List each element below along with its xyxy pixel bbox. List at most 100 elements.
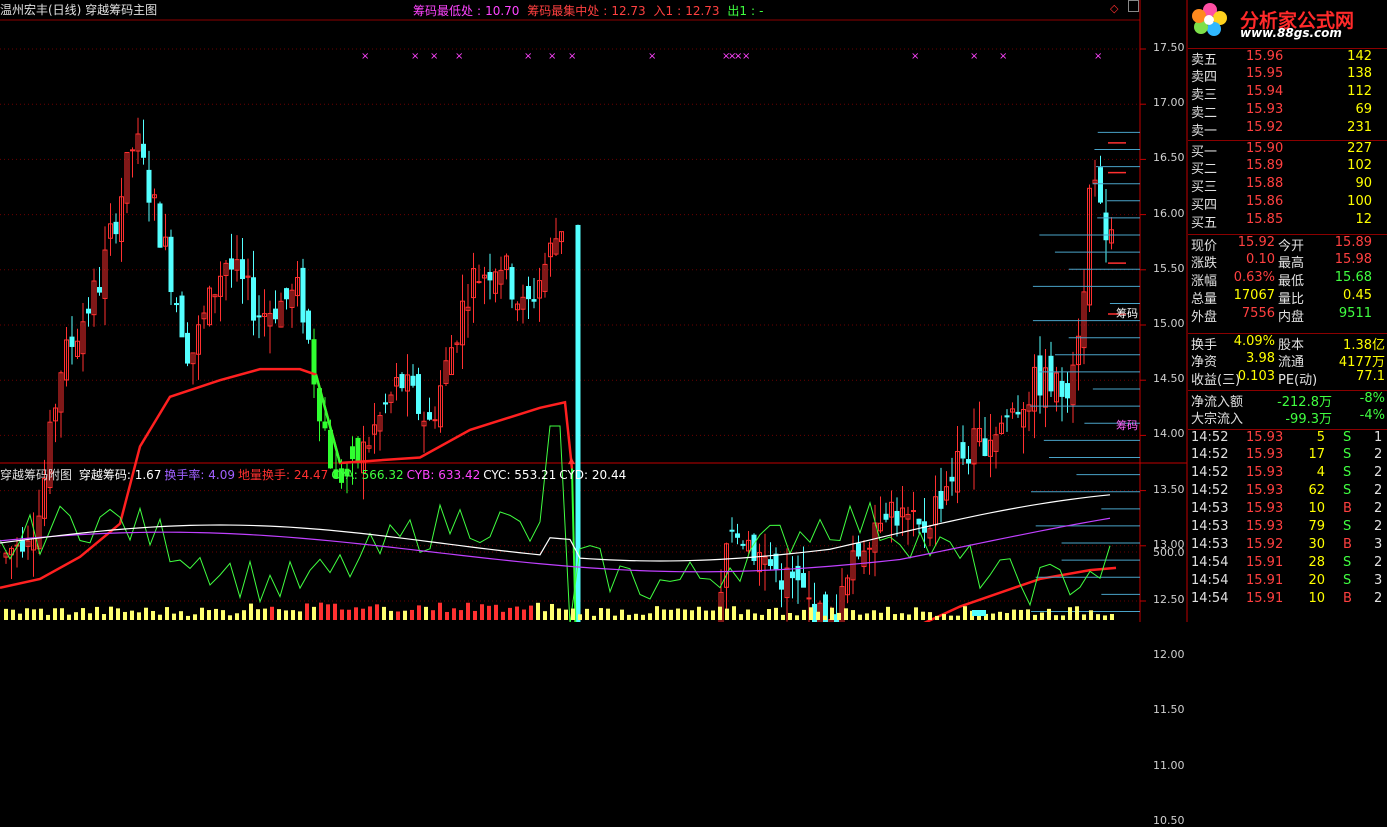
candle-body [289,289,295,308]
logo-text: 分析家公式网 [1240,10,1355,32]
candle-body [284,288,289,300]
diamond-icon[interactable]: ◇ [1110,2,1119,15]
turnover-bar [53,608,57,620]
tick-price: 15.93 [1246,447,1284,462]
quote-value: 0.45 [1343,288,1372,303]
turnover-bar [557,608,561,620]
turnover-bar [487,605,491,620]
sell-level-label: 卖一 [1191,124,1218,139]
sell-level-row: 卖五 15.96 142 [1188,48,1387,68]
turnover-bar [354,607,358,620]
buy-level-row: 买二 15.89 102 [1188,158,1387,177]
candle-body [102,249,108,299]
tick-time: 14:54 [1191,555,1229,570]
tick-row: 14:53 15.93 79 S 2 [1188,519,1387,537]
tick-side: S [1343,573,1352,588]
sub-indicator-item: CYA: 566.32 [331,468,404,482]
candle-body [515,303,520,311]
tick-count: 2 [1374,555,1383,570]
price-axis-label: 12.50 [1153,593,1185,606]
turnover-bar [949,615,953,620]
sell-level-label: 卖三 [1191,88,1218,103]
candle-body [548,242,553,258]
candle-body [157,203,163,248]
candle-body [20,540,25,552]
entry1-value: 12.73 [685,4,720,18]
candle-body [553,238,559,255]
quote-label: 今开 [1278,239,1305,254]
fundamental-row: 净资 3.98 流通 4177万 [1188,351,1387,370]
candle-body [971,428,977,465]
logo [1186,0,1387,40]
tick-time: 14:53 [1191,537,1229,552]
turnover-bar [431,610,435,620]
turnover-bar [88,613,92,620]
fund-value: 4177万 [1338,355,1385,370]
candle-body [773,553,779,570]
cost-drop-line [571,468,577,622]
candle-body [812,603,817,622]
sell-level-volume: 231 [1347,120,1372,135]
turnover-bar [326,604,330,620]
turnover-bar [865,613,869,620]
candle-body [86,308,91,314]
quote-value: 7556 [1241,306,1275,321]
candle-body [1092,179,1098,184]
fundamental-row: 收益(三) 0.103 PE(动) 77.1 [1188,369,1387,388]
turnover-bar [641,614,645,620]
candle-body [1037,355,1043,396]
turnover-bar [676,608,680,620]
tick-time: 14:54 [1191,573,1229,588]
turnover-bar [263,608,267,620]
quote-row: 外盘 7556 内盘 9511 [1188,306,1387,325]
sell-level-price: 15.92 [1246,120,1284,135]
candle-body [339,468,344,483]
turnover-bar [1019,609,1023,620]
candle-body [350,446,355,460]
turnover-bar [473,610,477,620]
turnover-bar [375,604,379,620]
candle-body [372,424,377,435]
candle-body [9,547,14,556]
candle-body [42,477,47,519]
turnover-bar [172,613,176,620]
candle-body [124,151,130,204]
candle-body [1103,212,1109,241]
turnover-bar [361,608,365,620]
quote-label: 最高 [1278,256,1305,271]
tick-row: 14:52 15.93 17 S 2 [1188,447,1387,465]
sell-level-volume: 142 [1347,49,1372,64]
kline-chart-canvas[interactable]: × × × × × × × × ××× × × × × ×▲ [0,0,1387,622]
candle-body [542,263,548,292]
candle-body [1004,415,1010,418]
candle-body [322,421,328,429]
buy-level-label: 买五 [1191,216,1218,231]
quote-value: 15.68 [1334,270,1372,285]
sell-level-row: 卖三 15.94 112 [1188,84,1387,103]
turnover-bar [900,613,904,620]
candle-body [845,577,850,596]
candle-body [768,559,773,566]
candle-body [520,296,526,310]
tick-time: 14:52 [1191,447,1229,462]
turnover-bar [522,609,526,620]
candle-body [465,306,471,311]
tick-volume: 4 [1316,465,1325,480]
candle-body [806,597,812,600]
chip-label-upper: 筹码 [1116,307,1138,320]
turnover-bar [977,612,981,620]
candle-body [1054,372,1059,403]
buy-level-price: 15.86 [1246,194,1284,209]
tick-side: S [1343,519,1352,534]
turnover-bar [704,610,708,620]
price-axis-label: 16.50 [1153,151,1185,165]
signal-x-marker: × [548,51,556,62]
sell-level-label: 卖五 [1191,53,1218,68]
candle-body [746,539,751,552]
turnover-bar [963,606,967,620]
candle-body [801,573,806,588]
price-axis-label: 13.50 [1153,482,1185,496]
tick-price: 15.93 [1246,430,1284,445]
turnover-bar [389,610,393,620]
window-box-icon[interactable] [1128,0,1139,12]
